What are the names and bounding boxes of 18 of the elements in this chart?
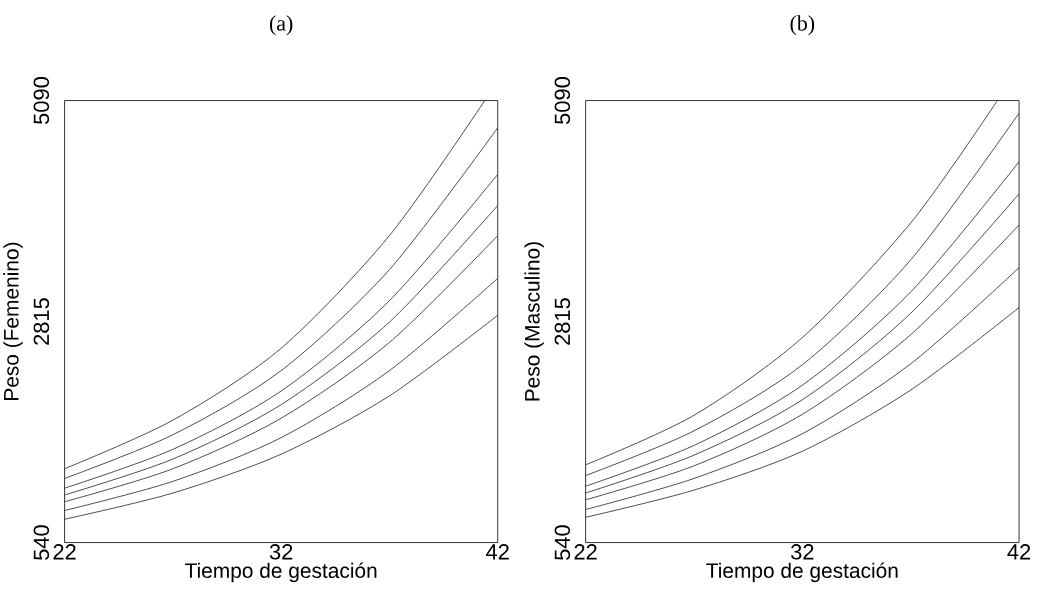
x-axis-title: Tiempo de gestación xyxy=(706,562,898,583)
x-tick-label: 42 xyxy=(1007,544,1031,560)
y-tick-label: 5090 xyxy=(554,76,571,124)
y-axis-title: Peso (Femenino) xyxy=(3,242,23,400)
x-axis-title: Tiempo de gestación xyxy=(185,562,377,583)
y-tick-label: 5090 xyxy=(33,76,50,124)
chart-title: (b) xyxy=(790,15,815,36)
x-tick-label: 32 xyxy=(269,544,293,560)
y-tick-label: 2815 xyxy=(33,298,50,345)
y-tick-label: 540 xyxy=(554,525,571,560)
chart-title: (a) xyxy=(269,15,293,36)
y-axis-title: Peso (Masculino) xyxy=(524,242,544,401)
x-tick-label: 42 xyxy=(486,544,509,560)
x-tick-label: 22 xyxy=(53,544,76,560)
y-tick-label: 540 xyxy=(33,525,50,560)
x-tick-label: 22 xyxy=(574,544,597,560)
x-tick-label: 32 xyxy=(790,544,814,560)
y-tick-label: 2815 xyxy=(554,298,571,345)
